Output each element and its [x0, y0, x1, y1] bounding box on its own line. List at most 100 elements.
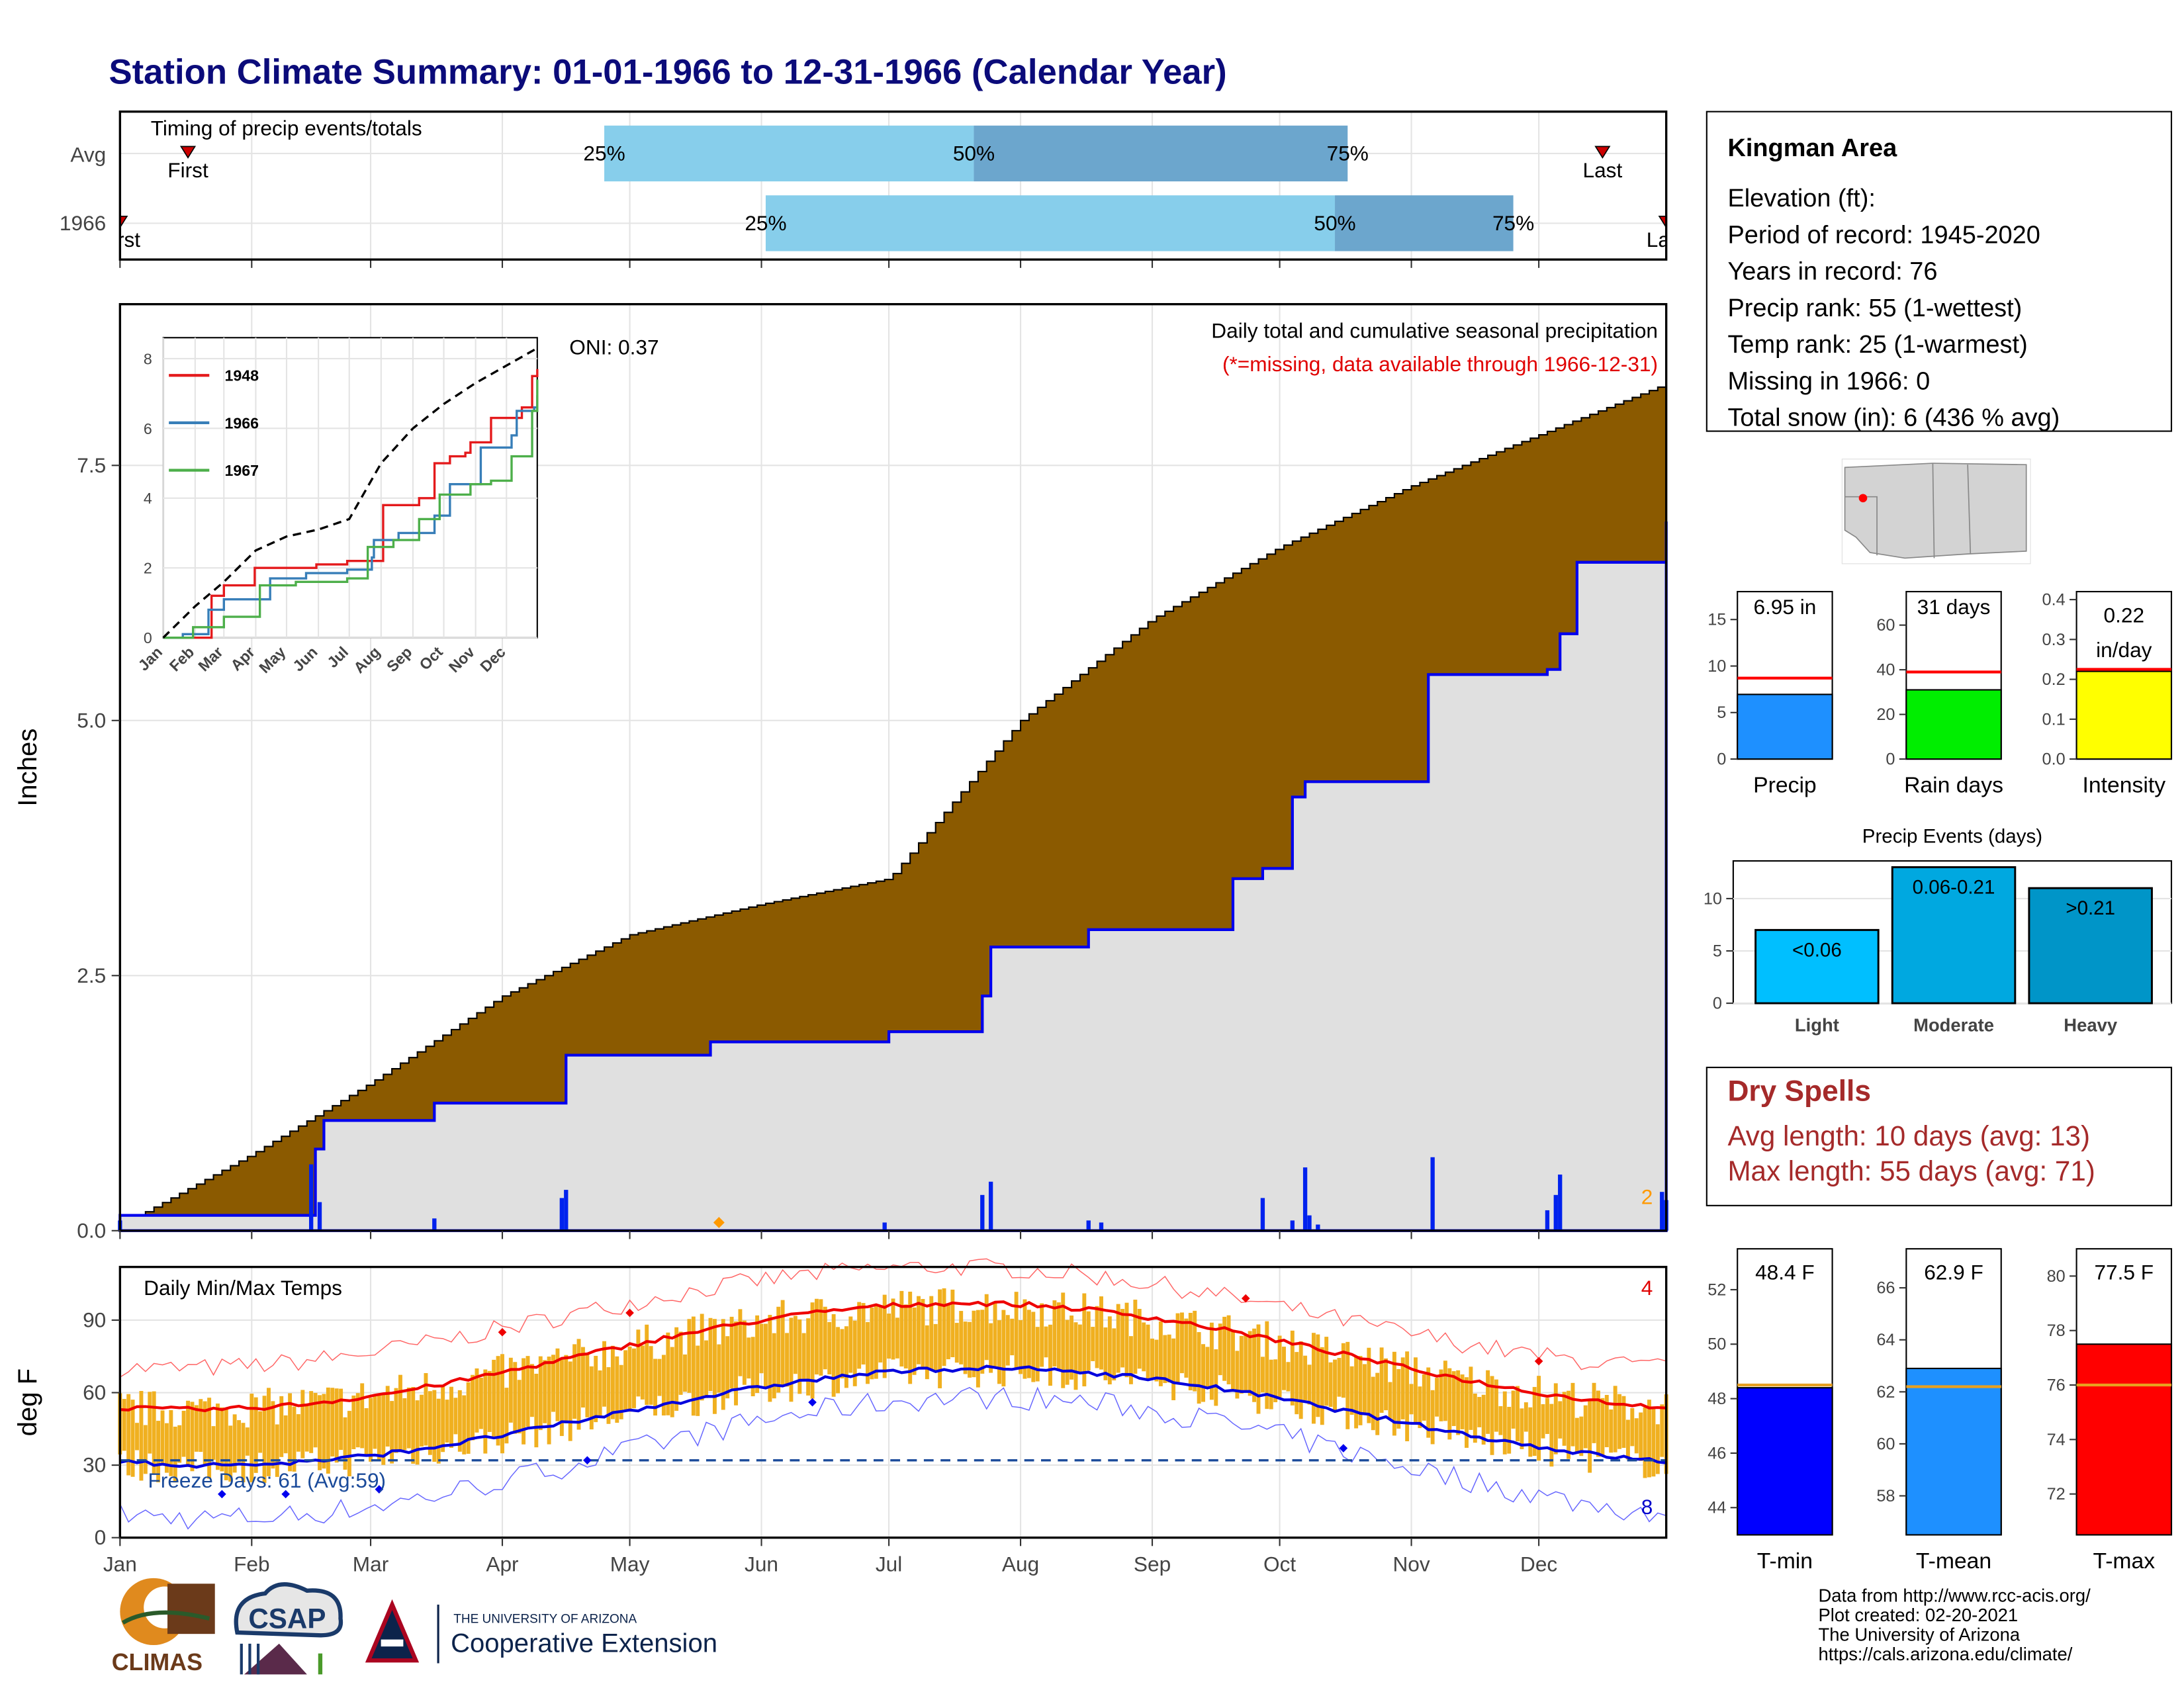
- daily-temp-bar: [857, 1302, 862, 1369]
- daily-temp-bar: [1655, 1424, 1660, 1474]
- daily-temp-bar: [810, 1302, 815, 1399]
- daily-temp-bar: [576, 1339, 581, 1430]
- legend-label-1948: 1948: [224, 367, 259, 384]
- record-low-line: [119, 1386, 1666, 1530]
- daily-temp-bar: [283, 1415, 288, 1454]
- daily-temp-bar: [1044, 1326, 1048, 1358]
- freeze-days: Freeze Days: 61 (Avg:59): [148, 1468, 387, 1492]
- daily-temp-bar: [1634, 1418, 1639, 1454]
- daily-temp-bar: [959, 1311, 964, 1364]
- daily-temp-bar: [1337, 1358, 1342, 1397]
- month-label: Aug: [1002, 1552, 1039, 1576]
- mini-label: Rain days: [1904, 773, 2003, 798]
- daily-temp-bar: [687, 1319, 692, 1393]
- daily-temp-bar: [559, 1358, 564, 1437]
- station-line: Precip rank: 55 (1-wettest): [1727, 294, 2022, 322]
- daily-temp-bar: [483, 1369, 488, 1454]
- daily-temp-bar: [903, 1304, 908, 1368]
- daily-temp-bar: [1193, 1310, 1197, 1392]
- daily-temp-bar: [326, 1387, 330, 1474]
- daily-temp-bar: [908, 1291, 913, 1384]
- mini-ytick: 62: [1876, 1383, 1895, 1402]
- first-label: First: [100, 228, 141, 251]
- daily-temp-bar: [1443, 1361, 1447, 1421]
- daily-precip-bar: [1430, 1157, 1435, 1231]
- daily-precip-bar: [559, 1198, 565, 1231]
- station-line: Years in record: 76: [1727, 258, 1937, 286]
- daily-temp-bar: [1520, 1408, 1524, 1449]
- daily-temp-bar: [1061, 1292, 1066, 1388]
- daily-temp-bar: [351, 1395, 356, 1449]
- daily-temp-bar: [632, 1348, 636, 1409]
- mini-ytick: 0.4: [2042, 591, 2066, 609]
- daily-temp-bar: [806, 1318, 811, 1396]
- daily-temp-bar: [1384, 1358, 1388, 1411]
- station-line: Total snow (in): 6 (436 % avg): [1727, 404, 2060, 432]
- daily-temp-bar: [1120, 1309, 1125, 1368]
- daily-temp-bar: [551, 1355, 555, 1412]
- daily-temp-bar: [815, 1298, 819, 1375]
- daily-temp-bar: [220, 1407, 224, 1472]
- daily-temp-bar: [271, 1401, 275, 1469]
- daily-temp-bar: [1349, 1366, 1354, 1415]
- daily-precip-bar: [1260, 1198, 1265, 1231]
- daily-temp-bar: [1651, 1408, 1656, 1477]
- daily-temp-bar: [1570, 1382, 1575, 1447]
- daily-temp-bar: [1137, 1308, 1142, 1369]
- daily-temp-bar: [1103, 1327, 1108, 1380]
- daily-temp-bar: [887, 1314, 891, 1359]
- daily-temp-bar: [1516, 1386, 1520, 1442]
- mini-value-unit: in/day: [2096, 638, 2152, 662]
- mini-ytick: 0: [1886, 750, 1895, 769]
- daily-temp-bar: [228, 1425, 233, 1482]
- month-label: Jan: [103, 1552, 137, 1576]
- daily-temp-bar: [385, 1386, 390, 1447]
- station-line: Temp rank: 25 (1-warmest): [1727, 331, 2027, 359]
- daily-temp-bar: [891, 1298, 895, 1360]
- daily-temp-bar: [840, 1329, 844, 1379]
- daily-temp-bar: [738, 1309, 743, 1376]
- daily-temp-bar: [1116, 1304, 1120, 1373]
- daily-temp-bar: [432, 1390, 437, 1462]
- daily-temp-bar: [1574, 1417, 1579, 1454]
- daily-temp-bar: [1124, 1302, 1129, 1378]
- daily-temp-bar: [457, 1390, 462, 1452]
- daily-temp-bar: [708, 1318, 713, 1392]
- daily-temp-bar: [1400, 1357, 1405, 1419]
- daily-temp-bar: [1298, 1341, 1303, 1419]
- daily-temp-bar: [610, 1345, 615, 1419]
- daily-temp-bar: [186, 1400, 190, 1467]
- daily-temp-bar: [606, 1367, 611, 1424]
- precip-ylabel: Inches: [13, 729, 42, 807]
- daily-temp-bar: [589, 1366, 594, 1430]
- daily-temp-bar: [780, 1300, 785, 1386]
- daily-temp-bar: [304, 1404, 309, 1452]
- mini-bar-chart-intensity: 0.0 0.1 0.2 0.3 0.4 Intensity 0.22 in/day: [2042, 591, 2173, 798]
- daily-temp-bar: [1567, 1390, 1570, 1459]
- daily-temp-bar: [581, 1347, 585, 1408]
- daily-temp-bar: [921, 1298, 925, 1369]
- daily-temp-bar: [653, 1359, 658, 1416]
- daily-temp-bar: [199, 1399, 203, 1452]
- daily-temp-bar: [929, 1296, 934, 1370]
- daily-temp-bar: [657, 1359, 662, 1396]
- daily-temp-bar: [1481, 1394, 1486, 1445]
- daily-temp-bar: [475, 1368, 479, 1433]
- daily-temp-bar: [1205, 1347, 1210, 1387]
- daily-temp-bar: [861, 1303, 866, 1365]
- daily-temp-bar: [347, 1411, 351, 1476]
- daily-temp-bar: [696, 1345, 700, 1416]
- daily-temp-bar: [942, 1288, 946, 1366]
- daily-temp-bar: [411, 1387, 416, 1464]
- daily-temp-bar: [292, 1406, 296, 1472]
- mini-bar: [2075, 1343, 2173, 1536]
- daily-temp-bar: [1604, 1395, 1609, 1447]
- temp-panel: Daily Min/Max Temps Freeze Days: 61 (Avg…: [13, 1258, 1668, 1576]
- oni-label: ONI: 0.37: [569, 335, 659, 359]
- daily-temp-bar: [1010, 1318, 1015, 1356]
- daily-temp-bar: [1426, 1367, 1431, 1438]
- events-ytick: 0: [1713, 995, 1722, 1013]
- daily-temp-bar: [1473, 1393, 1477, 1443]
- daily-temp-bar: [870, 1307, 874, 1380]
- daily-temp-bar: [1588, 1400, 1592, 1473]
